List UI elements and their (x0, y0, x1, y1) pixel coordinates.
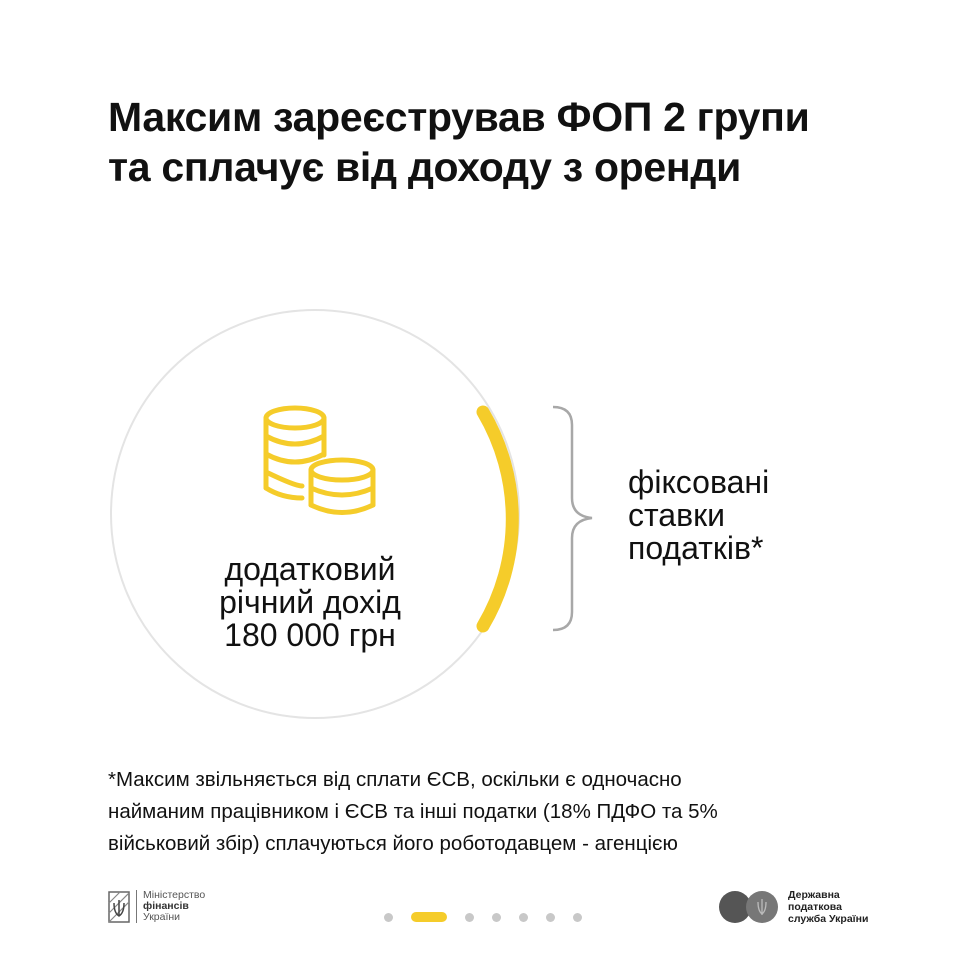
page-dot-active[interactable] (411, 912, 447, 922)
page-dot[interactable] (546, 912, 555, 922)
page-title: Максим зареєстрував ФОП 2 групи та сплач… (108, 92, 810, 192)
income-amount: 180 000 грн (224, 617, 396, 653)
tax-service-name: Державна податкова служба України (788, 889, 868, 925)
tax-service-line: служба України (788, 913, 869, 925)
brace (552, 405, 593, 632)
footnote-line: військовий збір) сплачуються його робото… (108, 832, 678, 855)
tax-service-logo: Державна податкова служба України (718, 889, 868, 925)
income-label: додатковий річний дохід 180 000 грн (160, 553, 460, 652)
page-dot[interactable] (573, 912, 582, 922)
result-label: фіксовані ставки податків* (628, 466, 769, 565)
tax-service-emblem-icon (719, 891, 778, 923)
title-line: та сплачує від доходу з оренди (108, 144, 742, 190)
page-dot[interactable] (465, 912, 474, 922)
income-circle (110, 309, 520, 719)
ministry-logo: Міністерство фінансів України (108, 890, 205, 923)
page-dot[interactable] (519, 912, 528, 922)
income-line: річний дохід (219, 584, 401, 620)
tax-service-line: Державна (788, 889, 840, 901)
result-line: фіксовані (628, 464, 770, 500)
result-line: ставки (628, 497, 725, 533)
income-line: додатковий (224, 551, 396, 587)
accent-arc (476, 405, 519, 633)
footnote: *Максим звільняється від сплати ЄСВ, оск… (108, 764, 718, 860)
ministry-line: фінансів (143, 900, 189, 912)
coins-icon (263, 405, 376, 515)
ministry-line: України (143, 911, 181, 923)
title-line: Максим зареєстрував ФОП 2 групи (108, 94, 810, 140)
footnote-line: *Максим звільняється від сплати ЄСВ, оск… (108, 768, 682, 791)
page-dot[interactable] (492, 912, 501, 922)
pagination (384, 912, 600, 922)
result-line: податків* (628, 530, 764, 566)
ministry-line: Міністерство (143, 889, 206, 901)
footnote-line: найманим працівником і ЄСВ та інші подат… (108, 800, 718, 823)
ministry-name: Міністерство фінансів України (136, 890, 205, 923)
tax-service-line: податкова (788, 901, 842, 913)
trident-emblem-icon (108, 890, 130, 923)
page-dot[interactable] (384, 912, 393, 922)
